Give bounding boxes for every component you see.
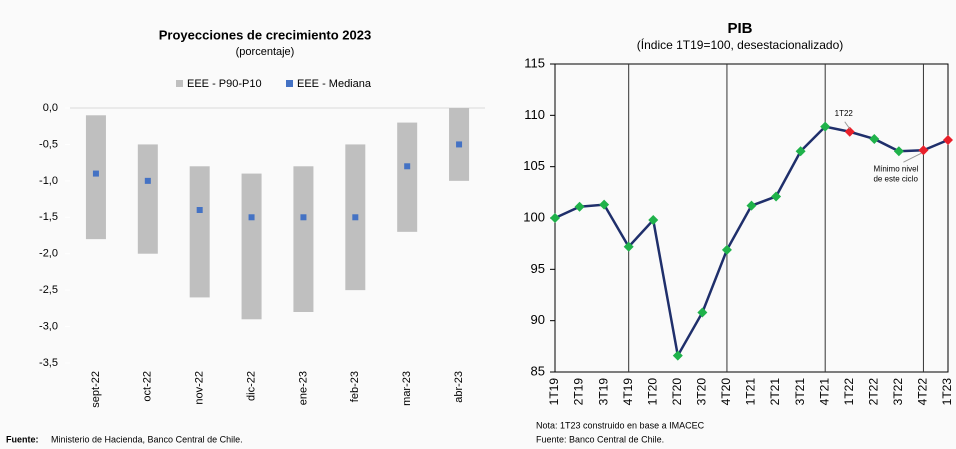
point xyxy=(820,121,831,132)
point xyxy=(599,199,610,210)
y-tick-label: -1,0 xyxy=(39,175,58,187)
point xyxy=(550,213,560,223)
median-marker xyxy=(456,141,463,148)
legend-label: EEE - Mediana xyxy=(297,78,372,90)
x-tick-label: 4T20 xyxy=(719,378,733,406)
point xyxy=(648,215,659,226)
chart-title: PIB xyxy=(727,20,752,37)
leader xyxy=(903,152,922,163)
y-tick-label: 110 xyxy=(524,107,545,122)
point xyxy=(918,145,929,156)
legend-swatch xyxy=(176,80,183,87)
x-tick-label: 1T23 xyxy=(940,378,954,406)
x-tick-label: ene-23 xyxy=(297,371,309,405)
y-tick-label: 95 xyxy=(531,261,545,276)
chart-subtitle: (porcentaje) xyxy=(236,46,295,58)
x-tick-label: oct-22 xyxy=(142,371,154,402)
point xyxy=(869,133,880,144)
point xyxy=(623,241,634,252)
x-tick-label: 1T21 xyxy=(744,378,758,406)
y-tick-label: -3,5 xyxy=(39,357,58,369)
range-bar xyxy=(85,115,106,240)
point xyxy=(795,146,806,157)
chart-title: Proyecciones de crecimiento 2023 xyxy=(159,27,371,42)
x-tick-label: 4T22 xyxy=(916,378,930,406)
y-tick-label: -0,5 xyxy=(39,138,58,150)
x-tick-label: sept-22 xyxy=(90,371,102,408)
x-tick-label: 1T22 xyxy=(842,378,856,406)
median-marker xyxy=(248,214,255,221)
point xyxy=(771,191,782,202)
range-bar xyxy=(397,122,418,232)
point xyxy=(893,146,904,157)
y-tick-label: 105 xyxy=(523,158,545,173)
x-tick-label: 3T19 xyxy=(596,378,610,406)
note: Fuente: Banco Central de Chile. xyxy=(536,434,664,444)
median-marker xyxy=(352,214,359,221)
point xyxy=(844,126,855,137)
x-tick-label: 2T20 xyxy=(670,378,684,406)
x-tick-label: feb-23 xyxy=(349,371,361,402)
point xyxy=(746,200,757,211)
y-tick-label: 0,0 xyxy=(43,102,58,114)
range-bar xyxy=(241,173,262,320)
range-bar xyxy=(189,166,210,298)
x-tick-label: dic-22 xyxy=(245,371,257,401)
point xyxy=(721,244,732,255)
x-tick-label: 2T22 xyxy=(866,378,880,406)
range-bar xyxy=(293,166,314,312)
y-tick-label: -2,0 xyxy=(39,248,58,260)
y-tick-label: -1,5 xyxy=(39,211,58,223)
median-marker xyxy=(196,207,203,213)
median-marker xyxy=(144,177,151,184)
point xyxy=(574,201,585,212)
y-tick-label: 85 xyxy=(531,363,545,378)
annotation: 1T22 xyxy=(835,109,854,118)
x-tick-label: 2T21 xyxy=(768,378,782,406)
x-tick-label: 4T21 xyxy=(817,378,831,406)
y-tick-label: 100 xyxy=(523,209,545,224)
annotation: Mínimo nivel xyxy=(873,164,918,173)
range-bar xyxy=(137,144,158,254)
point xyxy=(943,134,953,145)
median-marker xyxy=(300,214,307,221)
source-label: Fuente: xyxy=(6,434,39,444)
x-tick-label: nov-22 xyxy=(194,371,206,405)
x-tick-label: mar-23 xyxy=(401,371,413,406)
y-tick-label: 115 xyxy=(524,55,545,70)
x-tick-label: 3T22 xyxy=(891,378,905,406)
median-marker xyxy=(404,163,411,170)
x-tick-label: 4T19 xyxy=(621,378,635,406)
point xyxy=(697,307,708,318)
x-tick-label: 1T20 xyxy=(645,378,659,406)
y-tick-label: 90 xyxy=(531,312,545,327)
y-tick-label: -3,0 xyxy=(39,320,58,332)
x-tick-label: 1T19 xyxy=(547,378,561,406)
y-tick-label: -2,5 xyxy=(39,284,58,296)
annotation: de este ciclo xyxy=(873,174,918,183)
note: Nota: 1T23 construido en base a IMACEC xyxy=(536,420,705,430)
chart-subtitle: (Índice 1T19=100, desestacionalizado) xyxy=(637,37,843,52)
point xyxy=(672,350,683,361)
legend-label: EEE - P90-P10 xyxy=(187,78,262,90)
x-tick-label: 3T20 xyxy=(695,378,709,406)
x-tick-label: abr-23 xyxy=(453,371,465,403)
source: Ministerio de Hacienda, Banco Central de… xyxy=(51,434,243,444)
median-marker xyxy=(92,170,99,177)
x-tick-label: 2T19 xyxy=(572,378,586,406)
legend-swatch xyxy=(286,80,293,87)
x-tick-label: 3T21 xyxy=(793,378,807,406)
leader xyxy=(844,121,851,130)
